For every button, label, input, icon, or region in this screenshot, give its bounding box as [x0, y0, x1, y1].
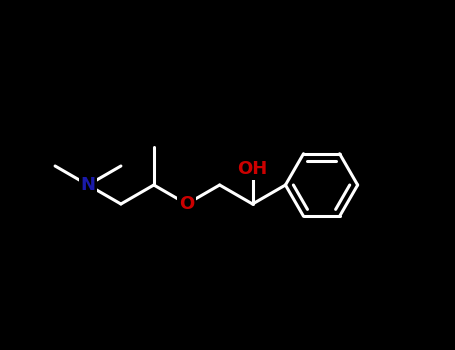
Text: N: N [81, 176, 96, 194]
Text: O: O [179, 195, 194, 213]
Text: OH: OH [238, 160, 268, 178]
